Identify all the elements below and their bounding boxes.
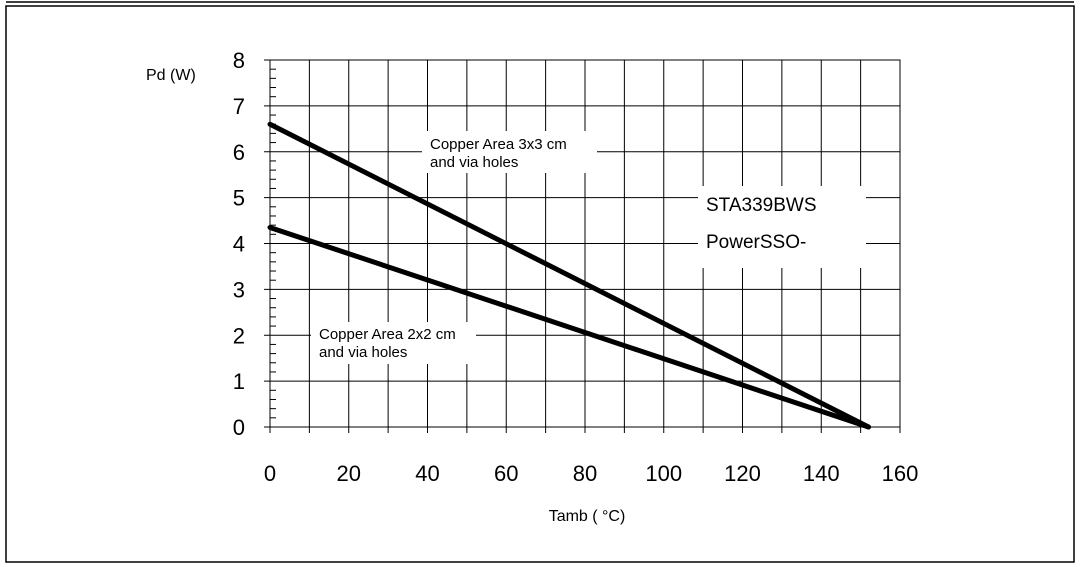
x-tick-label: 20 <box>337 461 361 486</box>
y-tick-label: 5 <box>233 186 245 211</box>
series-lines <box>267 121 871 430</box>
x-tick-label: 100 <box>645 461 682 486</box>
device-annotation-line-2: PowerSSO- <box>706 232 806 253</box>
x-axis-label: Tamb ( °C) <box>549 508 626 525</box>
y-tick-label: 3 <box>233 277 245 302</box>
device-annotation-line-1: STA339BWS <box>706 195 817 216</box>
x-tick-label: 0 <box>264 461 276 486</box>
y-tick-label: 8 <box>233 48 245 73</box>
y-tick-label: 2 <box>233 323 245 348</box>
series-line-1 <box>267 121 871 430</box>
y-axis-tick-labels: 0 1 2 3 4 5 6 7 8 <box>233 48 245 440</box>
plot-area-frame <box>269 59 901 428</box>
y-axis-label: Pd (W) <box>146 67 196 84</box>
series-1-label-line-1: Copper Area 3x3 cm <box>430 136 567 153</box>
x-tick-label: 40 <box>415 461 439 486</box>
series-1-label-line-2: and via holes <box>430 154 518 171</box>
device-annotation-bg <box>698 186 866 268</box>
x-tick-label: 60 <box>494 461 518 486</box>
y-tick-label: 4 <box>233 232 245 257</box>
x-axis-tick-labels: 0 20 40 60 80 100 120 140 160 <box>264 461 918 486</box>
series-1-label-bg <box>422 131 597 173</box>
y-tick-label: 0 <box>233 415 245 440</box>
series-line-2 <box>267 224 871 430</box>
series-2-label-bg <box>311 322 476 364</box>
x-tick-label: 160 <box>882 461 919 486</box>
series-2-label-line-1: Copper Area 2x2 cm <box>319 326 456 343</box>
figure-border <box>5 5 1075 563</box>
y-tick-label: 6 <box>233 140 245 165</box>
x-tick-label: 140 <box>803 461 840 486</box>
x-tick-label: 80 <box>573 461 597 486</box>
y-tick-label: 7 <box>233 94 245 119</box>
x-tick-label: 120 <box>724 461 761 486</box>
y-tick-label: 1 <box>233 369 245 394</box>
series-2-label-line-2: and via holes <box>319 344 407 361</box>
